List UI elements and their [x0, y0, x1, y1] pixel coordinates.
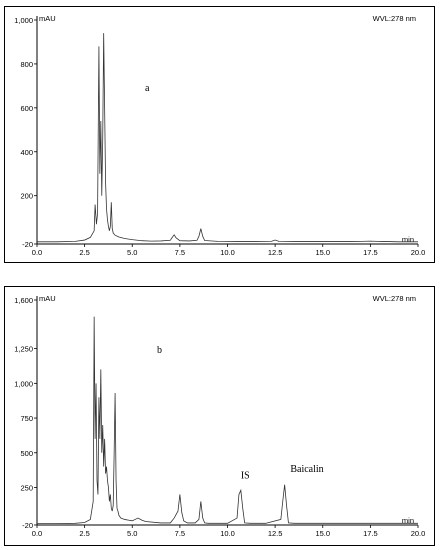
- chromatogram-trace: [37, 316, 418, 525]
- x-tick-label: 12.5: [268, 529, 283, 538]
- x-tick-label: 20.0: [411, 529, 426, 538]
- y-tick-label: 750: [20, 414, 33, 423]
- chromatogram-b: mAU WVL:278 nm min 0.0 2.5 5.0 7.5 10.0 12.5 15.0…: [14, 294, 426, 538]
- x-axis-unit: min: [402, 516, 414, 525]
- y-tick-label: 800: [20, 60, 33, 69]
- x-tick-label: 5.0: [127, 248, 137, 257]
- x-tick-label: 0.0: [32, 248, 42, 257]
- y-tick-label: 250: [20, 484, 33, 493]
- y-tick-label: 1,000: [14, 379, 33, 388]
- x-tick-label: 12.5: [268, 248, 283, 257]
- panel-label: a: [145, 83, 150, 94]
- chromatogram-trace: [37, 33, 418, 243]
- x-tick-label: 7.5: [175, 529, 185, 538]
- x-tick-label: 2.5: [79, 529, 89, 538]
- chromatogram-a: mAU WVL:278 nm min 0.0 2.5 5.0 7.5 10.0 12.5 15.0…: [14, 14, 426, 257]
- peak-annotation: IS: [241, 471, 250, 482]
- y-tick-label: 1,000: [14, 16, 33, 25]
- y-tick-label: 1,250: [14, 345, 33, 354]
- y-axis-unit: mAU: [39, 294, 56, 303]
- y-tick-label: -20: [22, 240, 33, 249]
- x-axis-unit: min: [402, 235, 414, 244]
- x-tick-label: 17.5: [363, 248, 378, 257]
- wavelength-label: WVL:278 nm: [373, 14, 416, 23]
- x-tick-label: 10.0: [220, 529, 235, 538]
- x-tick-label: 10.0: [220, 248, 235, 257]
- y-tick-label: 600: [20, 104, 33, 113]
- x-tick-label: 5.0: [127, 529, 137, 538]
- chromatogram-a-panel: mAU WVL:278 nm min 0.0 2.5 5.0 7.5 10.0 12.5 15.0…: [4, 6, 435, 263]
- wavelength-label: WVL:278 nm: [373, 294, 416, 303]
- chromatogram-b-panel: mAU WVL:278 nm min 0.0 2.5 5.0 7.5 10.0 12.5 15.0…: [4, 286, 435, 546]
- y-tick-label: 200: [20, 192, 33, 201]
- x-tick-label: 2.5: [79, 248, 89, 257]
- x-tick-label: 15.0: [315, 529, 330, 538]
- y-tick-label: 500: [20, 449, 33, 458]
- x-tick-label: 0.0: [32, 529, 42, 538]
- peak-annotation: Baicalin: [290, 464, 323, 475]
- x-tick-label: 20.0: [411, 248, 426, 257]
- x-tick-label: 7.5: [175, 248, 185, 257]
- y-axis-unit: mAU: [39, 14, 56, 23]
- y-tick-label: -20: [22, 521, 33, 530]
- y-tick-label: 1,600: [14, 296, 33, 305]
- y-tick-label: 400: [20, 148, 33, 157]
- panel-label: b: [157, 345, 162, 356]
- x-tick-label: 17.5: [363, 529, 378, 538]
- x-tick-label: 15.0: [315, 248, 330, 257]
